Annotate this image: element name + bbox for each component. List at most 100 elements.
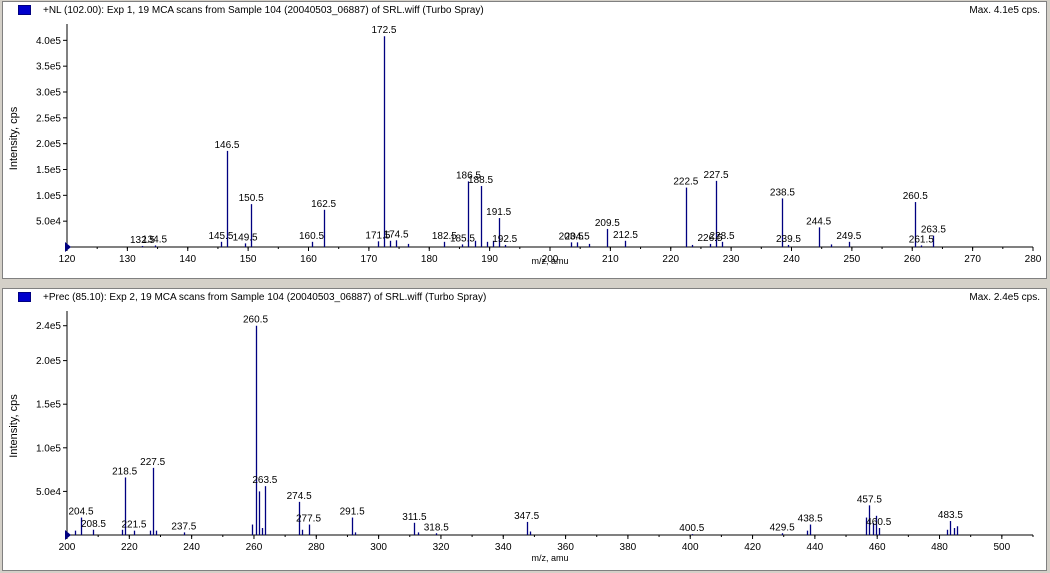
peak-label: 188.5 [468, 175, 493, 186]
y-tick-label: 1.0e5 [36, 191, 61, 202]
x-tick-label: 190 [481, 254, 498, 265]
peak-label: 182.5 [432, 231, 457, 242]
spectrum-panel-prec: +Prec (85.10): Exp 2, 19 MCA scans from … [2, 288, 1047, 571]
x-tick-label: 250 [844, 254, 861, 265]
peak-label: 192.5 [492, 234, 517, 245]
y-tick-label: 2.0e5 [36, 356, 61, 367]
peak-label: 171.5 [365, 230, 390, 241]
x-tick-label: 500 [993, 542, 1010, 553]
origin-marker-icon [65, 530, 71, 540]
peak-label: 146.5 [214, 140, 239, 151]
peak-label: 311.5 [402, 512, 427, 523]
peak-label: 277.5 [296, 514, 321, 525]
peak-label: 160.5 [299, 231, 324, 242]
x-tick-label: 210 [602, 254, 619, 265]
x-tick-label: 140 [179, 254, 196, 265]
peak-label: 209.5 [595, 218, 620, 229]
y-tick-label: 5.0e4 [36, 217, 61, 228]
y-tick-label: 2.4e5 [36, 321, 61, 332]
peak-label: 218.5 [112, 466, 137, 477]
y-tick-label: 2.5e5 [36, 113, 61, 124]
x-tick-label: 280 [1025, 254, 1042, 265]
x-tick-label: 160 [300, 254, 317, 265]
spectrum-panel-nl: +NL (102.00): Exp 1, 19 MCA scans from S… [2, 1, 1047, 279]
x-tick-label: 360 [557, 542, 574, 553]
x-tick-label: 170 [361, 254, 378, 265]
x-tick-label: 460 [869, 542, 886, 553]
peak-label: 249.5 [836, 231, 861, 242]
peak-label: 204.5 [69, 507, 94, 518]
peak-label: 260.5 [243, 315, 268, 326]
panel-title: +Prec (85.10): Exp 2, 19 MCA scans from … [43, 292, 487, 303]
x-tick-label: 300 [370, 542, 387, 553]
y-tick-label: 3.0e5 [36, 88, 61, 99]
peak-label: 221.5 [121, 520, 146, 531]
x-tick-label: 130 [119, 254, 136, 265]
peak-label: 260.5 [903, 191, 928, 202]
peak-label: 347.5 [514, 511, 539, 522]
y-axis-label: Intensity, cps [8, 106, 20, 170]
y-tick-label: 1.0e5 [36, 443, 61, 454]
peak-label: 263.5 [921, 225, 946, 236]
x-tick-label: 220 [121, 542, 138, 553]
x-axis-label: m/z, amu [531, 256, 568, 266]
peak-label: 460.5 [866, 517, 891, 528]
peak-label: 261.5 [909, 234, 934, 245]
x-tick-label: 230 [723, 254, 740, 265]
y-tick-label: 3.5e5 [36, 62, 61, 73]
y-tick-label: 2.0e5 [36, 139, 61, 150]
peak-label: 228.5 [710, 231, 735, 242]
peak-label: 145.5 [208, 231, 233, 242]
peak-label: 239.5 [776, 234, 801, 245]
y-tick-label: 5.0e4 [36, 487, 61, 498]
y-axis-label: Intensity, cps [8, 394, 20, 458]
peak-label: 457.5 [857, 494, 882, 505]
peak-label: 150.5 [239, 193, 264, 204]
origin-marker-icon [65, 242, 71, 252]
peak-label: 149.5 [233, 232, 258, 243]
peak-label: 203.5 [559, 231, 584, 242]
peak-label: 162.5 [311, 199, 336, 210]
x-tick-label: 260 [904, 254, 921, 265]
peak-label: 208.5 [81, 519, 106, 530]
peak-label: 222.5 [673, 177, 698, 188]
x-tick-label: 200 [542, 254, 559, 265]
peak-label: 185.5 [450, 233, 475, 244]
x-tick-label: 120 [59, 254, 76, 265]
x-tick-label: 280 [308, 542, 325, 553]
x-tick-label: 340 [495, 542, 512, 553]
peak-label: 429.5 [770, 522, 795, 533]
prec-spectrum-chart[interactable]: 200 220 240 260 280 300 320 340 360 380 400 420 440 4… [3, 289, 1046, 570]
peak-label: 204.5 [565, 231, 590, 242]
x-tick-label: 150 [240, 254, 257, 265]
peak-label: 172.5 [371, 25, 396, 36]
x-tick-label: 240 [183, 542, 200, 553]
y-tick-label: 1.5e5 [36, 400, 61, 411]
max-intensity-label: Max. 4.1e5 cps. [969, 5, 1040, 16]
peak-label: 227.5 [704, 170, 729, 181]
x-tick-label: 260 [246, 542, 263, 553]
max-intensity-label: Max. 2.4e5 cps. [969, 292, 1040, 303]
pane-marker-icon[interactable] [18, 5, 31, 15]
pane-marker-icon[interactable] [18, 292, 31, 302]
x-tick-label: 200 [59, 542, 76, 553]
x-axis-label: m/z, amu [531, 553, 568, 563]
panel-title: +NL (102.00): Exp 1, 19 MCA scans from S… [43, 5, 484, 16]
peak-label: 318.5 [424, 522, 449, 533]
x-tick-label: 180 [421, 254, 438, 265]
peak-label: 238.5 [770, 187, 795, 198]
peak-label: 274.5 [287, 491, 312, 502]
x-tick-label: 400 [682, 542, 699, 553]
nl-spectrum-chart[interactable]: 120 130 140 150 160 170 180 190 200 210 220 230 240 2… [3, 2, 1046, 278]
peak-label: 186.5 [456, 170, 481, 181]
peak-label: 191.5 [486, 207, 511, 218]
peak-label: 483.5 [938, 510, 963, 521]
peak-label: 244.5 [806, 216, 831, 227]
y-tick-label: 1.5e5 [36, 165, 61, 176]
peak-label: 263.5 [252, 475, 277, 486]
peak-label: 438.5 [798, 514, 823, 525]
y-tick-label: 4.0e5 [36, 36, 61, 47]
peak-label: 227.5 [140, 457, 165, 468]
peak-label: 400.5 [679, 523, 704, 534]
peak-label: 226.5 [697, 233, 722, 244]
